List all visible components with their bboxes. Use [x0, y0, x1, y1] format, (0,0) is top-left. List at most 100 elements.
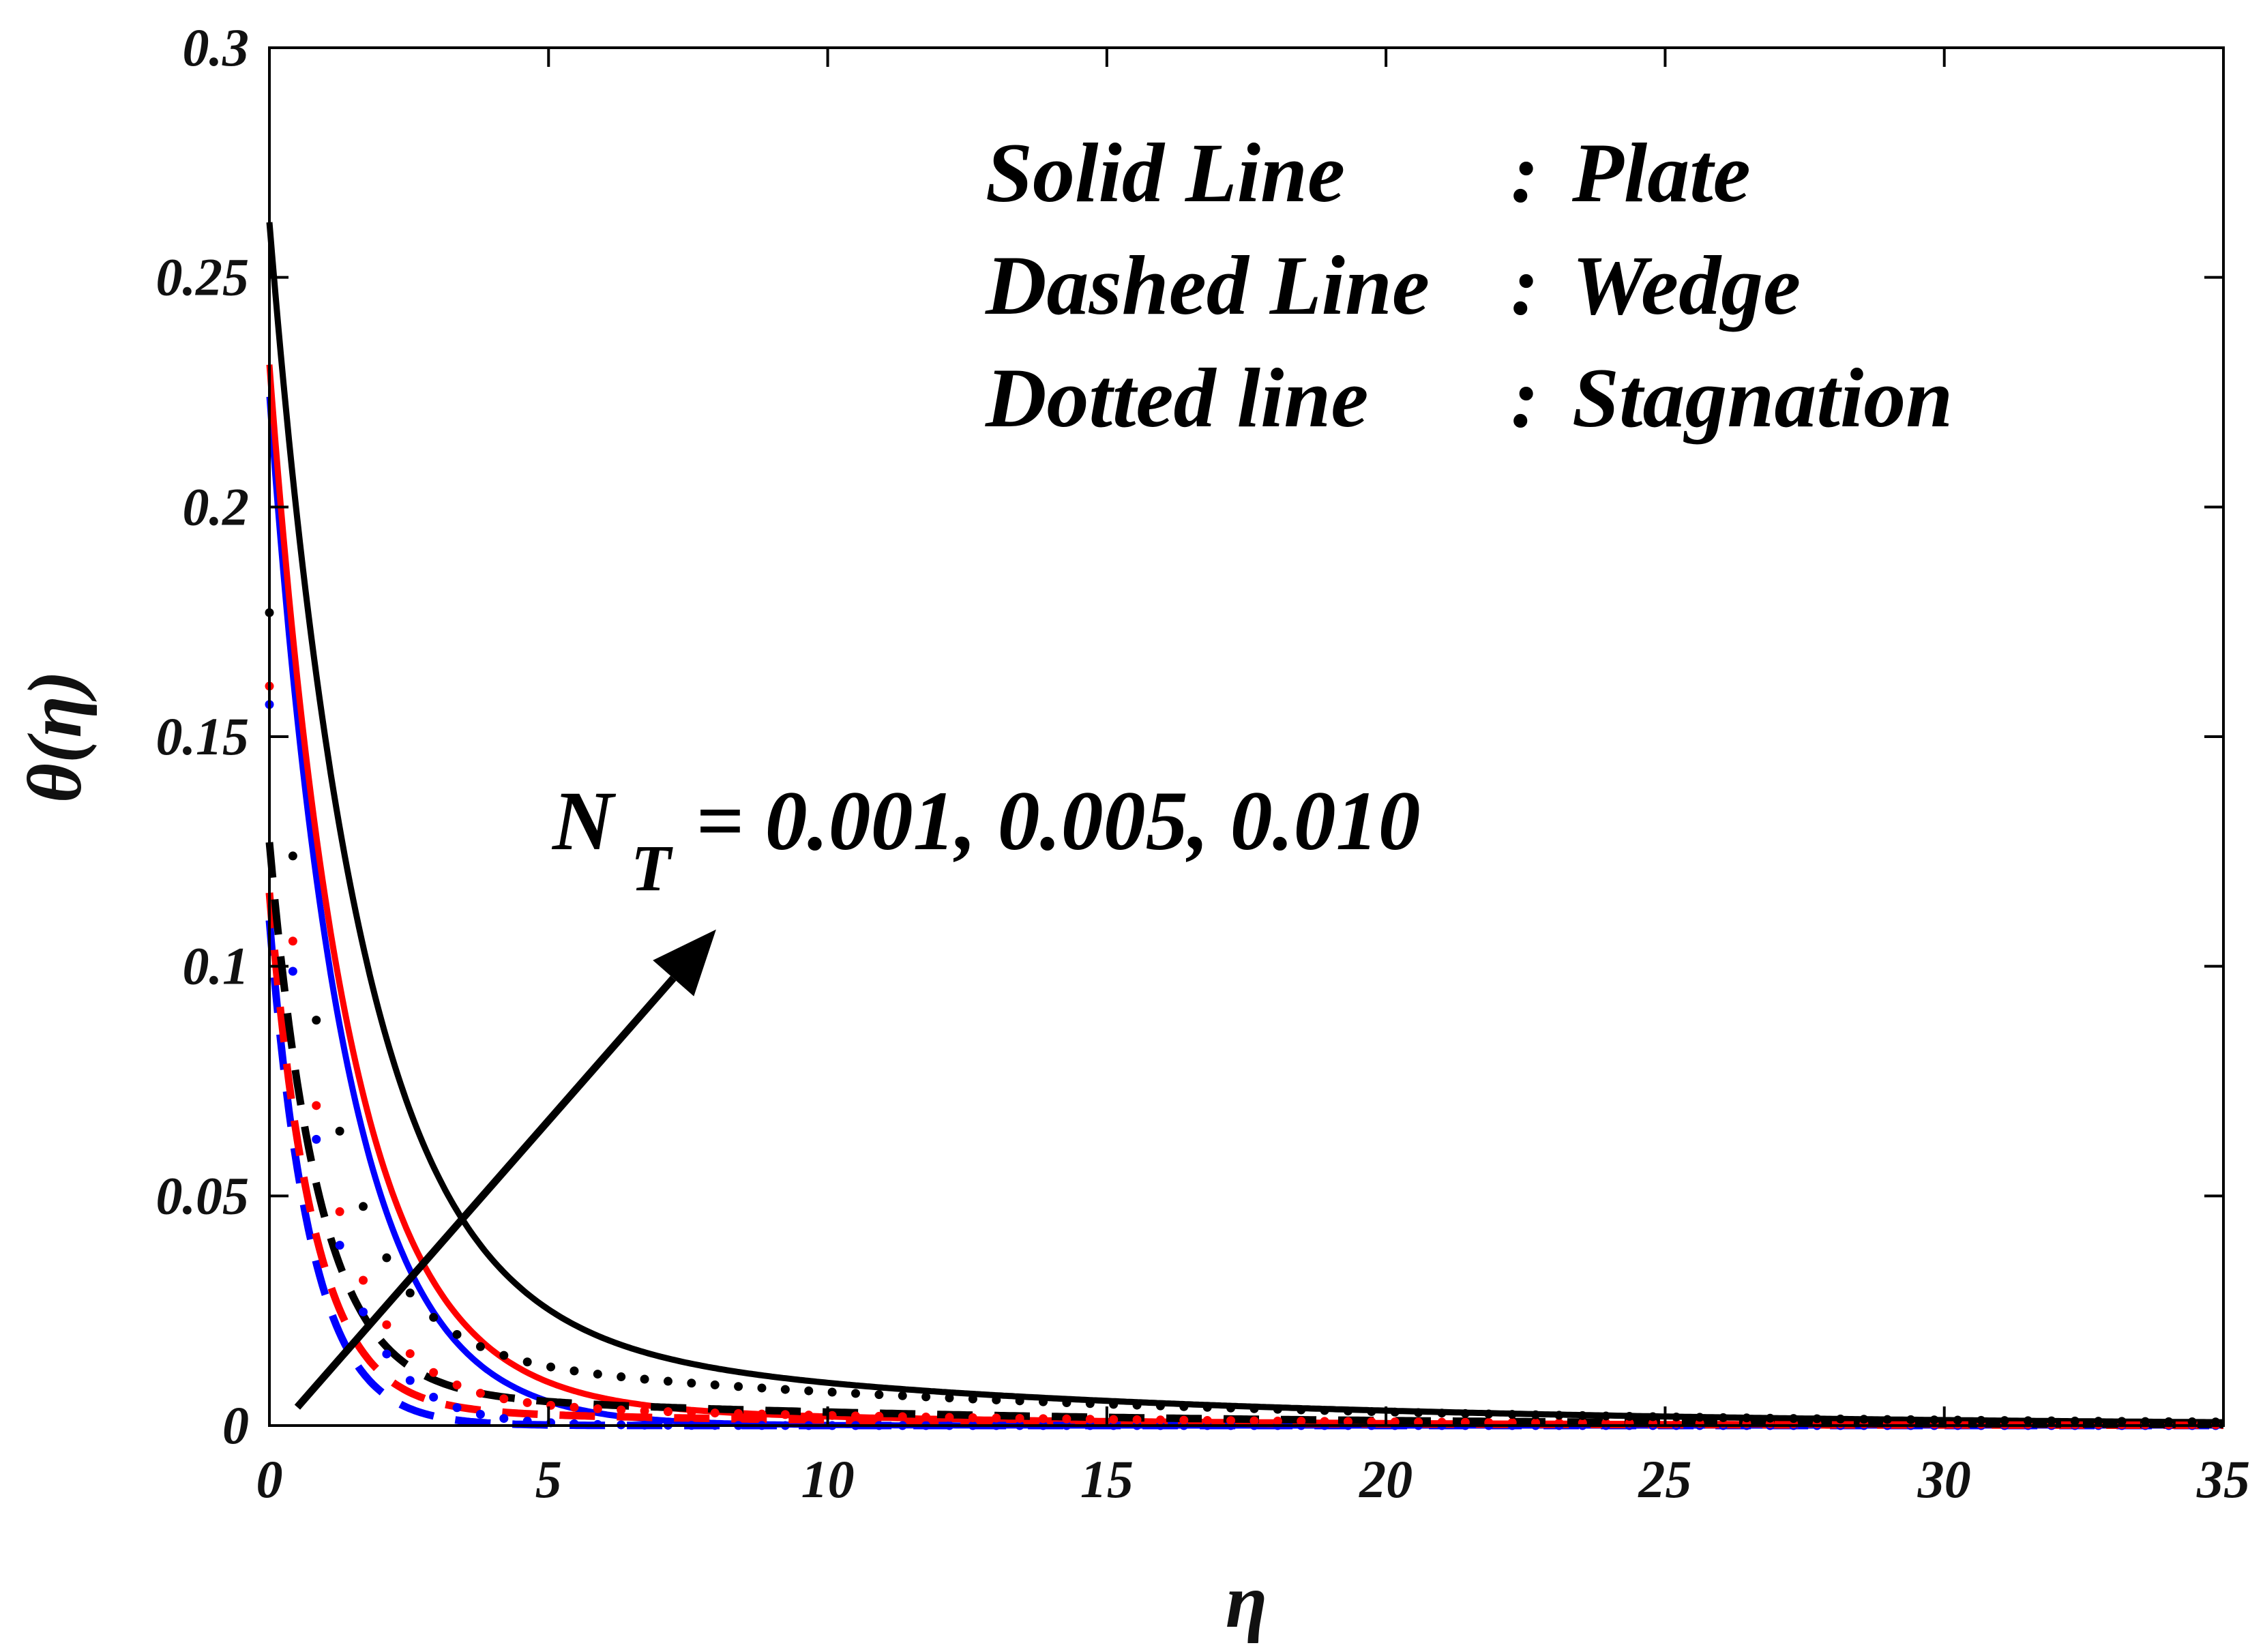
series-dot	[1719, 1413, 1728, 1422]
annotation-values: = 0.001, 0.005, 0.010	[696, 774, 1421, 868]
series-dot	[312, 1016, 321, 1025]
series-dot	[1202, 1415, 1212, 1425]
series-dot	[1297, 1405, 1306, 1415]
series-dot	[734, 1408, 743, 1418]
series-dot	[1226, 1403, 1236, 1413]
series-line	[266, 364, 2224, 1428]
series-dot	[429, 1368, 439, 1377]
series-dot	[1085, 1399, 1095, 1408]
series-dot	[1625, 1411, 1634, 1421]
series-dot	[898, 1391, 907, 1400]
series-line	[265, 892, 2225, 1430]
series-line	[265, 842, 2225, 1428]
series-dot	[968, 1413, 977, 1423]
series-dot	[1109, 1400, 1119, 1409]
series-dot	[992, 1395, 1001, 1404]
y-tick-label: 0.15	[156, 707, 250, 766]
legend-solid-value: Plate	[1571, 126, 1751, 220]
series-dot	[1343, 1406, 1352, 1416]
y-tick-label: 0.3	[183, 18, 250, 77]
y-tick-label: 0.05	[156, 1166, 250, 1225]
series-dot	[522, 1357, 532, 1367]
series-dot	[1062, 1398, 1071, 1407]
series-dot	[1742, 1413, 1751, 1423]
series-dot	[1039, 1414, 1048, 1424]
legend-dotted-sep: :	[1511, 351, 1539, 445]
series-dot	[1109, 1415, 1119, 1424]
series-line	[266, 396, 2224, 1429]
x-tick-label: 15	[1080, 1449, 1134, 1509]
series-dot	[570, 1402, 579, 1412]
series-dot	[1015, 1396, 1024, 1406]
y-tick-label: 0.2	[183, 477, 250, 536]
series-dot	[663, 1407, 672, 1417]
series-dot	[687, 1378, 696, 1388]
x-tick-label: 30	[1917, 1449, 1971, 1509]
series-dot	[640, 1374, 649, 1384]
series-dot	[757, 1383, 767, 1393]
series-dot	[359, 1275, 368, 1285]
series-dot	[1390, 1407, 1400, 1417]
series-dot	[1367, 1417, 1376, 1426]
series-dot	[921, 1392, 931, 1402]
series-dot	[452, 1380, 462, 1389]
series-dot	[288, 967, 297, 976]
series-dot	[1226, 1416, 1236, 1426]
series-dot	[921, 1413, 931, 1422]
series-dot	[1320, 1406, 1329, 1415]
series-dot	[499, 1351, 509, 1360]
series-dot	[827, 1411, 837, 1420]
series-dot	[874, 1411, 884, 1421]
y-axis-title: θ(η)	[13, 670, 98, 803]
series-line	[266, 222, 2224, 1426]
series-dot	[1039, 1397, 1048, 1406]
series-dot	[288, 851, 297, 861]
series-dot	[1507, 1410, 1517, 1419]
series-dot	[1601, 1411, 1611, 1421]
series-dot	[1414, 1408, 1423, 1417]
legend-dashed-sep: :	[1511, 239, 1539, 332]
series-dot	[710, 1380, 720, 1389]
legend-solid-key: Solid Line	[986, 126, 1345, 220]
series-dot	[1695, 1413, 1704, 1422]
x-tick-label: 0	[256, 1449, 283, 1509]
series-dot	[1132, 1400, 1142, 1410]
series-dot	[640, 1406, 649, 1415]
annotation-arrow-line	[294, 975, 677, 1410]
series-dot	[1015, 1413, 1024, 1423]
series-dot	[1132, 1415, 1142, 1424]
x-tick-label: 25	[1638, 1449, 1691, 1509]
series-dot	[1953, 1415, 1962, 1425]
series-dot	[1835, 1414, 1845, 1424]
series-dot	[452, 1403, 462, 1413]
series-dot	[2070, 1416, 2080, 1426]
series-dot	[359, 1307, 368, 1316]
series-dot	[804, 1411, 814, 1420]
series-dot	[827, 1387, 837, 1397]
annotation-arrow-head	[653, 929, 716, 997]
series-dot	[804, 1386, 814, 1396]
series-dot	[1977, 1415, 1986, 1425]
series-dot	[1273, 1404, 1282, 1414]
series-dot	[1437, 1408, 1447, 1418]
series-dot	[405, 1376, 415, 1385]
series-dot	[593, 1370, 602, 1379]
series-dot	[522, 1416, 532, 1426]
series-dot	[335, 1126, 344, 1136]
series-dot	[1578, 1411, 1587, 1420]
series-dot	[687, 1408, 696, 1417]
series-dot	[2024, 1416, 2032, 1426]
series-dot	[382, 1320, 391, 1329]
series-dot	[2047, 1416, 2056, 1426]
series-dot	[1249, 1416, 1259, 1426]
series-dot	[2000, 1416, 2009, 1426]
legend-dashed-key: Dashed Line	[985, 239, 1430, 332]
series-dot	[1062, 1414, 1071, 1424]
line-style-legend: Solid Line : Plate Dashed Line : Wedge D…	[985, 126, 1953, 445]
legend-dotted-value: Stagnation	[1572, 351, 1953, 445]
x-tick-label: 35	[2196, 1449, 2250, 1509]
label-layer: 0 5 10 15 20 25 30 35 0 0.05 0.1 0.15 0.2 0.25 0.3	[156, 18, 2251, 1509]
series-dot	[1859, 1415, 1869, 1424]
series-dot	[1765, 1413, 1775, 1423]
series-dot	[1155, 1401, 1165, 1411]
